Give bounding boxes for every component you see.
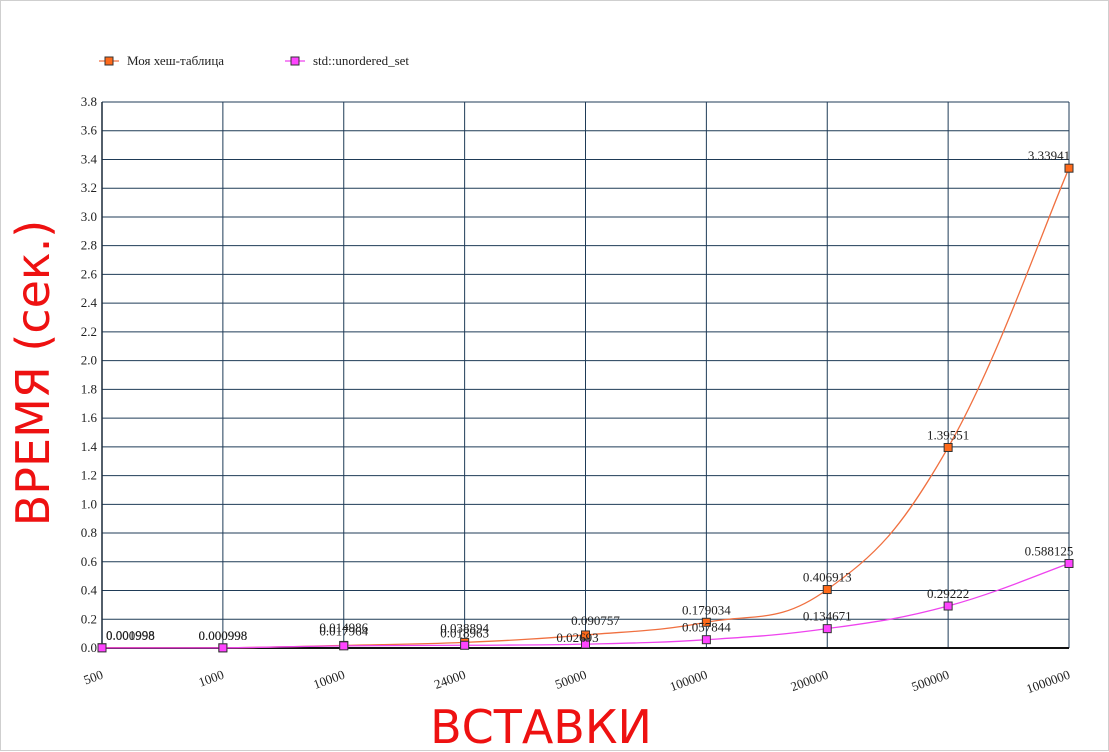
data-label: 0.02693: [556, 630, 598, 645]
data-point: [701, 635, 711, 645]
y-tick-label: 0.0: [81, 640, 97, 655]
x-tick-label: 200000: [788, 667, 830, 694]
grid-layer: [102, 101, 1070, 648]
data-label: 0.179034: [682, 602, 731, 617]
y-tick-label: 0.2: [81, 611, 97, 626]
legend-marker: [290, 56, 300, 66]
data-label: 0.018963: [440, 625, 489, 640]
y-tick-label: 3.2: [81, 180, 97, 195]
y-tick-label: 2.8: [81, 238, 97, 253]
x-tick-label: 500000: [909, 667, 951, 694]
data-point: [943, 601, 953, 611]
data-label: 0.057844: [682, 620, 731, 635]
y-tick-label: 3.8: [81, 94, 97, 109]
data-label: 1.39551: [927, 427, 969, 442]
data-point: [701, 617, 711, 627]
legend-marker: [104, 56, 114, 66]
data-point: [581, 630, 590, 640]
x-tick-label: 24000: [432, 667, 468, 692]
y-tick-label: 1.6: [81, 410, 98, 425]
data-point: [97, 643, 107, 653]
x-axis-label: ВСТАВКИ: [430, 700, 652, 752]
y-tick-label: 1.4: [81, 439, 98, 454]
y-tick-label: 1.8: [81, 381, 97, 396]
y-tick-label: 0.8: [81, 525, 97, 540]
y-tick-label: 3.6: [81, 123, 98, 138]
data-label: 0.001998: [106, 628, 155, 643]
y-tick-label: 3.4: [81, 151, 98, 166]
data-label: 0.000998: [199, 628, 248, 643]
x-tick-label: 1000: [196, 667, 226, 690]
series-layer: [97, 163, 1074, 653]
y-tick-label: 2.2: [81, 324, 97, 339]
data-point: [822, 624, 832, 634]
data-point: [339, 641, 349, 651]
x-tick-label: 500: [82, 667, 105, 688]
data-label: 0.406913: [803, 570, 852, 585]
data-point: [822, 585, 832, 595]
x-tick-label: 100000: [668, 667, 710, 694]
y-tick-label: 2.4: [81, 295, 98, 310]
data-label: 0.000998: [199, 628, 248, 643]
data-point: [943, 442, 953, 452]
y-axis-label: ВРЕМЯ (сек.): [6, 220, 60, 527]
y-tick-label: 1.2: [81, 468, 97, 483]
legend-entry: Моя хеш-таблица: [127, 53, 224, 68]
data-label: 3.33941: [1028, 148, 1070, 163]
data-label-layer: 0.001998 0.000998 0.017964 0.038894 0.090757…: [106, 148, 1073, 645]
data-point: [1064, 163, 1074, 173]
y-tick-label: 2.6: [81, 266, 98, 281]
data-label: 0.014986: [319, 620, 368, 635]
x-tick-label: 50000: [553, 667, 589, 692]
data-label: 0.090757: [571, 613, 620, 628]
y-tick-label: 0.6: [81, 554, 98, 569]
y-tick-label: 1.0: [81, 496, 97, 511]
legend: Моя хеш-таблица std::unordered_set: [99, 53, 409, 68]
data-label: 0.038894: [440, 620, 489, 635]
data-point: [460, 640, 470, 650]
data-label: 0.588125: [1025, 543, 1074, 558]
legend-entry: std::unordered_set: [313, 53, 409, 68]
data-label: 0.017964: [319, 623, 368, 638]
x-tick-label: 1000000: [1024, 667, 1072, 697]
data-point: [1064, 558, 1074, 568]
data-label: 0.134671: [803, 609, 852, 624]
x-tick-label: 10000: [311, 667, 347, 692]
y-tick-label: 0.4: [81, 583, 98, 598]
y-tick-label: 2.0: [81, 353, 97, 368]
data-label: 0.29222: [927, 586, 969, 601]
y-tick-label: 3.0: [81, 209, 97, 224]
data-point: [581, 639, 590, 649]
series-line-1: [101, 562, 1070, 649]
data-label: 0.000998: [106, 628, 155, 643]
axis-layer: 0.0 0.2 0.4 0.6 0.8 1.0 1.2 1.4 1.6 1.8 2.0 2.2 2.4 2…: [81, 94, 1072, 696]
data-point: [218, 643, 228, 653]
